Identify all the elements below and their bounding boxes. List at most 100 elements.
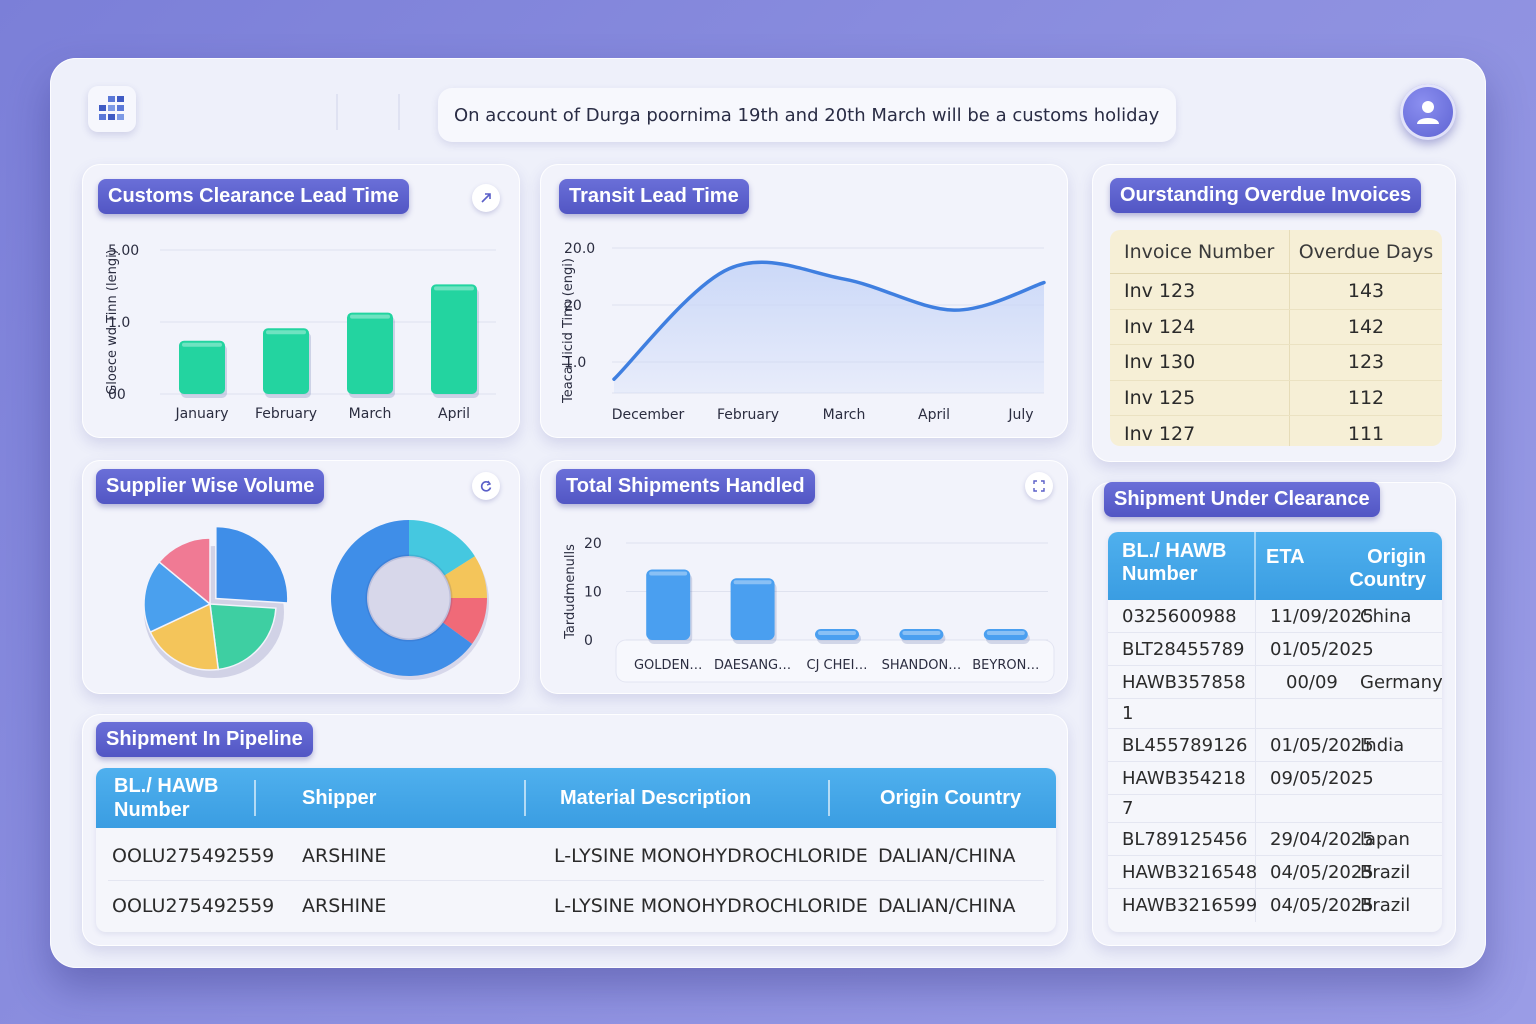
invoice-number: Inv 127	[1110, 416, 1290, 446]
bar	[263, 328, 309, 394]
bar-highlight	[733, 580, 772, 585]
header-separator	[524, 780, 526, 816]
table-row[interactable]: HAWB3216548 04/05/2025 Brazil	[1108, 856, 1442, 889]
invoice-number: Inv 124	[1110, 309, 1290, 344]
table-row[interactable]: HAWB357858 00/09 Germany	[1108, 666, 1442, 699]
overdue-days: 142	[1347, 315, 1385, 338]
origin-country: Brazil	[1360, 895, 1411, 916]
overdue-invoices-table: Invoice Number Overdue Days Inv 123 143 I…	[1110, 230, 1442, 446]
user-icon	[1417, 101, 1439, 124]
bl-number: 7	[1108, 795, 1256, 822]
holiday-notice: On account of Durga poornima 19th and 20…	[438, 88, 1176, 142]
grid-logo-icon	[99, 96, 124, 120]
area-fill	[614, 262, 1044, 393]
table-header: Invoice Number Overdue Days	[1110, 230, 1442, 274]
donut-slice	[331, 520, 473, 676]
x-tick-label: February	[717, 407, 779, 423]
overdue-days: 112	[1347, 386, 1385, 409]
user-avatar[interactable]	[1400, 84, 1456, 140]
column-header[interactable]: Origin Country	[1349, 546, 1426, 591]
table-header: BL./ HAWB Number ETA Origin Country	[1108, 532, 1442, 600]
expand-icon	[481, 193, 491, 203]
expand-button[interactable]	[472, 184, 500, 212]
x-tick-label: February	[255, 406, 317, 422]
table-row[interactable]: Inv 127 111	[1110, 416, 1442, 446]
bl-number: BLT28455789	[1108, 633, 1256, 665]
series-line	[612, 260, 1046, 381]
fullscreen-icon	[1033, 480, 1045, 492]
shipment-clearance-title: Shipment Under Clearance	[1104, 482, 1380, 517]
shipment-clearance-table: BL./ HAWB Number ETA Origin Country 0325…	[1108, 532, 1442, 932]
table-row[interactable]: 0325600988 11/09/2025 China	[1108, 600, 1442, 633]
bar-highlight	[350, 314, 390, 319]
table-row[interactable]: HAWB354218 09/05/2025	[1108, 762, 1442, 795]
column-header[interactable]: Shipper	[302, 786, 377, 809]
table-row[interactable]: 7	[1108, 795, 1442, 823]
header-separator	[254, 780, 256, 816]
table-row[interactable]: BL455789126 01/05/2025 India	[1108, 729, 1442, 762]
origin-country: lapan	[1360, 828, 1410, 850]
fullscreen-button[interactable]	[1025, 472, 1053, 500]
refresh-button[interactable]	[472, 472, 500, 500]
eta: 01/05/2025	[1270, 734, 1374, 756]
eta: 04/05/2025	[1270, 895, 1374, 916]
column-header[interactable]: Invoice Number	[1110, 230, 1290, 273]
header-divider	[398, 94, 400, 130]
x-tick-label: April	[918, 407, 950, 423]
table-row[interactable]: HAWB3216599 04/05/2025 Brazil	[1108, 889, 1442, 922]
column-header[interactable]: ETA	[1266, 546, 1305, 568]
y-tick-label: 10	[584, 585, 602, 601]
x-tick-label: April	[438, 406, 470, 422]
table-row[interactable]: Inv 124 142	[1110, 309, 1442, 345]
bl-number: 1	[1108, 699, 1256, 728]
origin-country: DALIAN/CHINA	[878, 845, 1016, 867]
column-header[interactable]: BL./ HAWB Number	[1108, 532, 1256, 600]
table-row[interactable]: Inv 130 123	[1110, 345, 1442, 381]
y-tick-label: 00	[108, 387, 126, 403]
table-row[interactable]: Inv 125 112	[1110, 380, 1442, 416]
y-axis-label: Tardudmenulls	[563, 544, 578, 640]
bl-number: OOLU275492559	[112, 845, 275, 867]
table-row[interactable]: Inv 123 143	[1110, 274, 1442, 310]
column-header[interactable]: Material Description	[560, 786, 752, 809]
x-tick-label: December	[612, 407, 685, 423]
x-tick-label: March	[349, 406, 392, 422]
table-row[interactable]: BL789125456 29/04/2025 lapan	[1108, 823, 1442, 856]
bl-number: 0325600988	[1108, 600, 1256, 632]
bar	[730, 578, 775, 640]
supplier-pie-chart	[143, 525, 289, 678]
header-divider	[336, 94, 338, 130]
table-row[interactable]: OOLU275492559 ARSHINE L-LYSINE MONOHYDRO…	[108, 832, 1044, 881]
refresh-icon	[480, 480, 492, 492]
bar-highlight	[986, 630, 1025, 635]
donut-slice	[409, 520, 475, 576]
table-row[interactable]: BLT28455789 01/05/2025	[1108, 633, 1442, 666]
eta: 04/05/2025	[1270, 861, 1374, 883]
y-tick-label: 5.00	[108, 243, 139, 259]
app-logo[interactable]	[88, 86, 136, 132]
x-tick-label: January	[174, 406, 228, 422]
overdue-days: 111	[1347, 422, 1385, 445]
bar	[815, 628, 859, 640]
x-tick-label: GOLDEN…	[634, 658, 703, 673]
eta: 29/04/2025	[1270, 828, 1374, 850]
column-header[interactable]: BL./ HAWB Number	[114, 775, 219, 821]
shipper: ARSHINE	[302, 894, 387, 917]
table-header: BL./ HAWB Number Shipper Material Descri…	[96, 768, 1056, 828]
column-header[interactable]: Overdue Days	[1298, 240, 1434, 263]
y-axis-label: Gloece wd Tinn (lengi)	[105, 249, 120, 395]
pie-slice	[209, 603, 277, 671]
pie-slice	[215, 525, 289, 604]
bar	[179, 340, 225, 394]
donut-slice	[442, 598, 487, 644]
header-separator	[828, 780, 830, 816]
x-tick-label: BEYRON…	[972, 658, 1039, 673]
bar	[983, 628, 1028, 640]
column-header[interactable]: Origin Country	[880, 786, 1022, 809]
table-row[interactable]: OOLU275492559 ARSHINE L-LYSINE MONOHYDRO…	[108, 881, 1044, 930]
pie-slice	[143, 560, 212, 634]
supplier-donut-chart	[331, 520, 489, 680]
y-axis-label: Teacal licid Tinn (engi)	[561, 258, 576, 404]
table-row[interactable]: 1	[1108, 699, 1442, 729]
